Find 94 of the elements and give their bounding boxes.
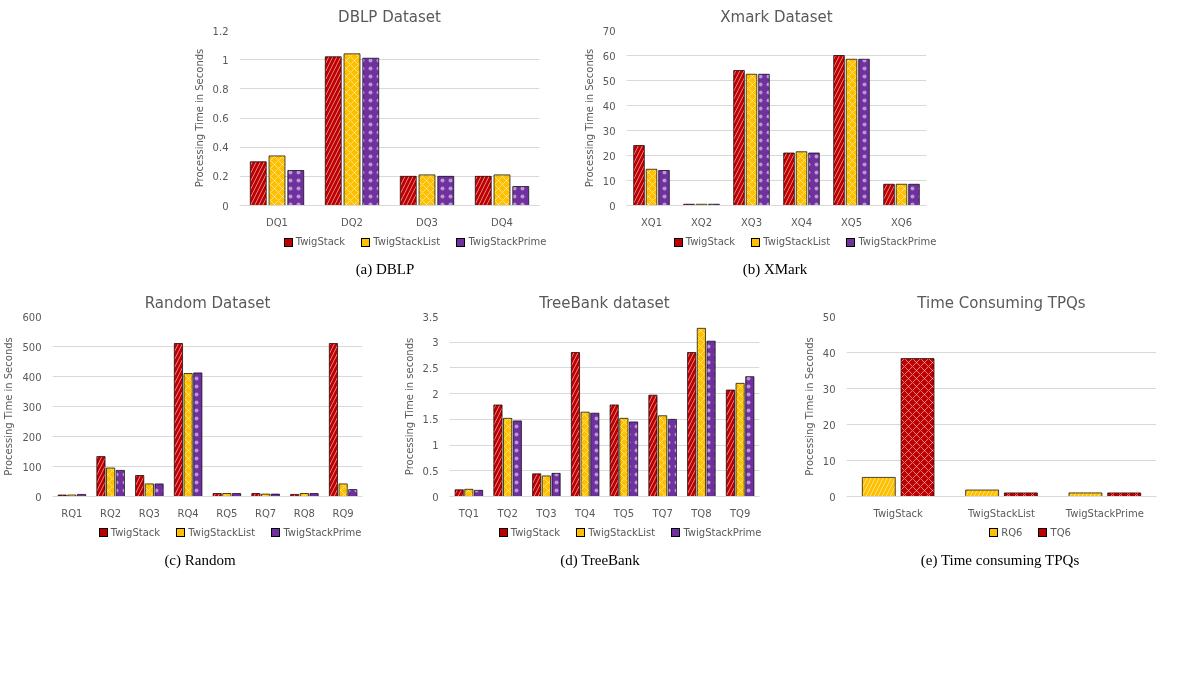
y-tick-label: 2.5 [422, 362, 439, 374]
y-tick-label: 1 [432, 439, 439, 451]
y-tick-label: 0 [432, 491, 439, 503]
y-axis-title: Processing Time in Seconds [803, 336, 815, 476]
y-tick-label: 3.5 [422, 311, 439, 323]
text: (b) XMark [742, 260, 808, 280]
y-tick-label: 100 [22, 461, 42, 473]
x-tick-label: RQ5 [216, 507, 238, 519]
x-tick-label: DQ4 [491, 216, 513, 228]
y-axis-title: Processing Time in Seconds [193, 48, 205, 188]
y-tick-label: 400 [22, 371, 42, 383]
legend-label: TwigStack [684, 236, 736, 247]
x-tick-label: RQ4 [177, 507, 199, 519]
text: (a) DBLP [355, 260, 415, 280]
x-tick-label: TQ5 [612, 507, 635, 519]
y-tick-label: 10 [602, 175, 616, 187]
y-tick-label: 3 [432, 336, 439, 348]
x-tick-label: XQ4 [790, 216, 813, 228]
chart-title: Random Dataset [144, 293, 271, 312]
y-tick-label: 30 [602, 125, 616, 137]
x-tick-label: TQ8 [690, 507, 712, 519]
y-tick-label: 0.8 [212, 83, 229, 95]
text: (e) Time consuming TPQs [920, 551, 1080, 570]
x-tick-label: DQ1 [266, 216, 288, 228]
legend-label: TwigStackList [372, 236, 441, 247]
y-tick-label: 2 [432, 388, 439, 400]
legend-label: TwigStackPrime [467, 236, 547, 247]
x-tick-label: TQ1 [457, 507, 480, 519]
y-tick-label: 10 [822, 455, 836, 467]
legend-label: TwigStackList [762, 236, 831, 247]
y-axis-title: Processing Time in Seconds [583, 48, 595, 188]
y-tick-label: 70 [602, 25, 616, 37]
x-tick-label: RQ7 [255, 507, 277, 519]
legend-label: TwigStack [294, 236, 346, 247]
chart-title: DBLP Dataset [338, 7, 441, 26]
legend-label: TwigStackList [187, 526, 256, 538]
chart-title: Xmark Dataset [720, 7, 833, 26]
y-tick-label: 500 [22, 341, 42, 353]
x-tick-label: TQ4 [573, 507, 596, 519]
legend-label: RQ6 [1000, 526, 1023, 538]
x-tick-label: TwigStack [872, 507, 924, 519]
y-tick-label: 0.6 [212, 113, 229, 124]
text: (c) Random [164, 551, 236, 570]
legend-label: TwigStackPrime [282, 526, 362, 538]
legend-label: TwigStack [509, 526, 561, 538]
x-tick-label: TQ9 [728, 507, 751, 519]
x-tick-label: XQ1 [640, 216, 663, 228]
text: (d) TreeBank [560, 551, 640, 570]
y-tick-label: 0 [829, 491, 836, 503]
y-tick-label: 600 [22, 311, 42, 323]
x-tick-label: TwigStackPrime [1064, 507, 1144, 519]
y-tick-label: 20 [822, 419, 836, 431]
y-tick-label: 0 [35, 491, 42, 503]
y-tick-label: 200 [22, 431, 42, 443]
x-tick-label: TwigStackList [967, 507, 1036, 519]
y-tick-label: 0 [222, 200, 229, 212]
y-tick-label: 0.5 [422, 465, 439, 477]
y-tick-label: 1.2 [212, 25, 229, 37]
legend-label: TwigStack [109, 526, 161, 538]
x-tick-label: DQ3 [416, 216, 438, 228]
chart-title: Time Consuming TPQs [916, 293, 1086, 312]
legend-label: TwigStackList [587, 526, 656, 538]
y-tick-label: 1 [222, 54, 229, 66]
y-tick-label: 50 [822, 311, 836, 323]
y-tick-label: 40 [602, 100, 616, 112]
y-tick-label: 0.2 [212, 171, 229, 183]
x-tick-label: RQ1 [61, 507, 83, 519]
legend-label: TQ6 [1049, 526, 1071, 538]
y-tick-label: 50 [602, 75, 616, 87]
y-tick-label: 300 [22, 401, 42, 413]
y-tick-label: 0.4 [212, 142, 229, 154]
legend-label: TwigStackPrime [857, 236, 937, 247]
x-tick-label: RQ8 [293, 507, 315, 519]
x-tick-label: RQ3 [138, 507, 160, 519]
x-tick-label: TQ7 [651, 507, 673, 519]
legend-label: TwigStackPrime [682, 526, 762, 538]
y-tick-label: 1.5 [422, 414, 439, 426]
y-axis-title: Processing Time in Seconds [3, 336, 15, 476]
x-tick-label: XQ2 [690, 216, 713, 228]
chart-title: TreeBank dataset [538, 293, 670, 312]
y-axis-title: Processing Time in seconds [403, 337, 415, 475]
x-tick-label: TQ3 [535, 507, 557, 519]
x-tick-label: DQ2 [341, 216, 363, 228]
y-tick-label: 60 [602, 50, 616, 62]
y-tick-label: 40 [822, 347, 836, 359]
x-tick-label: XQ5 [840, 216, 863, 228]
x-tick-label: XQ6 [890, 216, 913, 228]
y-tick-label: 0 [609, 200, 616, 212]
x-tick-label: XQ3 [740, 216, 763, 228]
x-tick-label: RQ2 [100, 507, 122, 519]
x-tick-label: TQ2 [496, 507, 518, 519]
y-tick-label: 20 [602, 150, 616, 162]
x-tick-label: RQ9 [332, 507, 354, 519]
y-tick-label: 30 [822, 383, 836, 395]
